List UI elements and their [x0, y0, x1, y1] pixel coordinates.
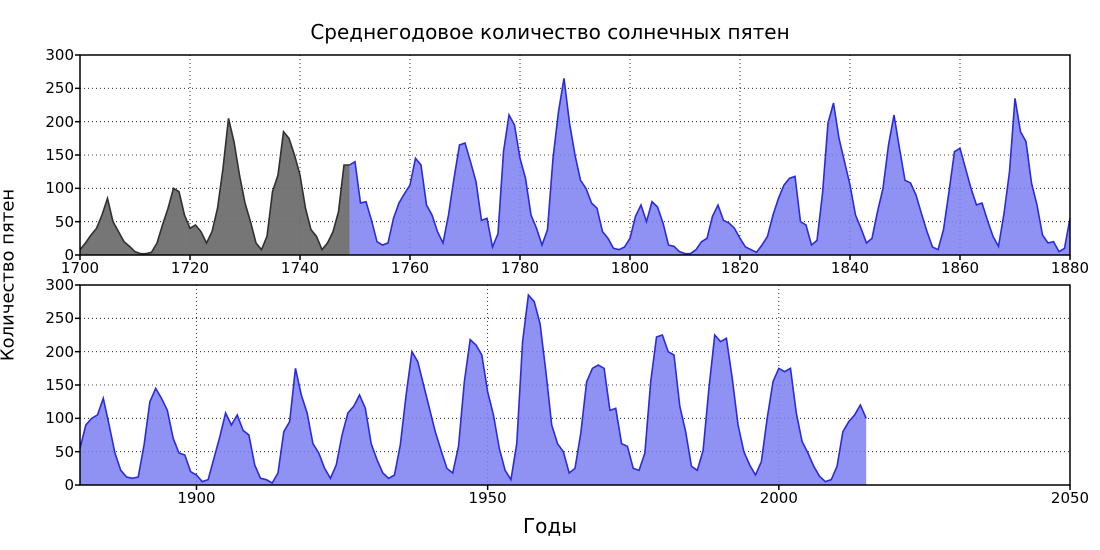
xtick-label: 2050 — [1051, 485, 1089, 507]
xtick-label: 1820 — [721, 255, 759, 277]
sunspot-figure: Среднегодовое количество солнечных пятен… — [0, 0, 1100, 550]
ytick-label: 100 — [45, 179, 80, 197]
ytick-label: 300 — [45, 46, 80, 64]
xtick-label: 1900 — [177, 485, 215, 507]
xtick-label: 1720 — [171, 255, 209, 277]
ytick-label: 150 — [45, 376, 80, 394]
xtick-label: 1950 — [469, 485, 507, 507]
top-panel: 0501001502002503001700172017401760178018… — [80, 55, 1070, 255]
ytick-label: 200 — [45, 113, 80, 131]
xtick-label: 1800 — [611, 255, 649, 277]
ytick-label: 250 — [45, 79, 80, 97]
ytick-label: 150 — [45, 146, 80, 164]
xtick-label: 1740 — [281, 255, 319, 277]
xtick-label: 1760 — [391, 255, 429, 277]
xtick-label: 2000 — [760, 485, 798, 507]
ytick-label: 100 — [45, 409, 80, 427]
bottom-panel: 0501001502002503001900195020002050 — [80, 285, 1070, 485]
ytick-label: 0 — [64, 476, 80, 494]
ytick-label: 250 — [45, 309, 80, 327]
chart-title: Среднегодовое количество солнечных пятен — [0, 20, 1100, 44]
xtick-label: 1860 — [941, 255, 979, 277]
xtick-label: 1840 — [831, 255, 869, 277]
ytick-label: 50 — [55, 443, 80, 461]
ytick-label: 300 — [45, 276, 80, 294]
ytick-label: 200 — [45, 343, 80, 361]
xtick-label: 1880 — [1051, 255, 1089, 277]
xtick-label: 1780 — [501, 255, 539, 277]
y-axis-label: Количество пятен — [0, 189, 19, 361]
ytick-label: 50 — [55, 213, 80, 231]
x-axis-label: Годы — [0, 514, 1100, 538]
xtick-label: 1700 — [61, 255, 99, 277]
